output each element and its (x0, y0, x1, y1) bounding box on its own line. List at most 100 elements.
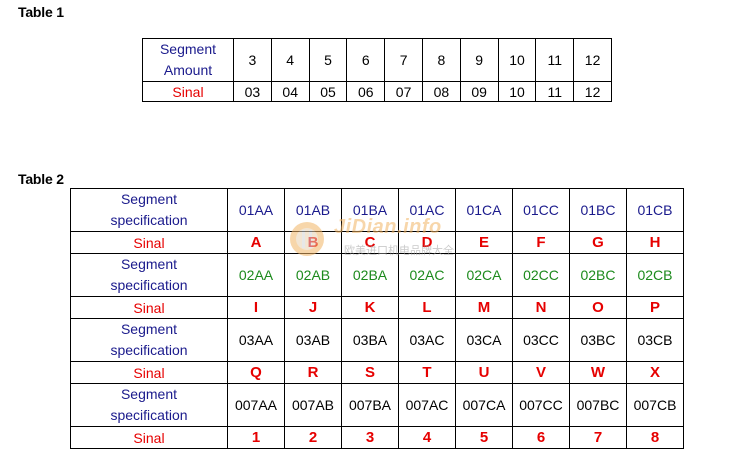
table-cell: 11 (535, 81, 575, 102)
table-cell: H (626, 231, 684, 254)
table-row: Segment specification 01AA 01AB 01BA 01AC… (70, 188, 684, 232)
table-row: Segment specification 007AA 007AB 007BA 0… (70, 383, 684, 427)
segment-amount-table: Segment Amount 3 4 5 6 7 8 9 10 11 12 Si… (142, 38, 612, 102)
sinal-header: Sinal (70, 231, 228, 254)
table-cell: 02AB (284, 253, 342, 297)
table-cell: 01CB (626, 188, 684, 232)
table-cell: 7 (569, 426, 627, 449)
segment-specification-header: Segment specification (70, 188, 228, 232)
table-cell: 07 (384, 81, 423, 102)
table-cell: 12 (573, 38, 612, 82)
table-cell: 6 (346, 38, 386, 82)
table-cell: 02AA (227, 253, 285, 297)
table-cell: C (341, 231, 399, 254)
table-cell: J (284, 296, 342, 319)
table-cell: 4 (398, 426, 456, 449)
table2-caption: Table 2 (18, 171, 64, 187)
segment-specification-header: Segment specification (70, 383, 228, 427)
table-cell: 8 (421, 38, 461, 82)
table-cell: 08 (421, 81, 461, 102)
table-cell: S (341, 361, 399, 384)
table-cell: F (512, 231, 570, 254)
table-cell: 01BC (569, 188, 627, 232)
table-row: Sinal I J K L M N O P (70, 296, 684, 319)
header-line: specification (110, 277, 188, 293)
table-cell: 03BC (569, 318, 627, 362)
table-cell: 007AC (398, 383, 456, 427)
table1-caption: Table 1 (18, 4, 64, 20)
table-cell: E (455, 231, 513, 254)
table-row: Segment specification 02AA 02AB 02BA 02AC… (70, 253, 684, 297)
table-row: Sinal Q R S T U V W X (70, 361, 684, 384)
header-line: Segment (120, 321, 178, 337)
segment-amount-header: Segment Amount (142, 38, 234, 82)
table-cell: 007CC (512, 383, 570, 427)
table-row: Sinal 03 04 05 06 07 08 09 10 11 12 (142, 81, 612, 102)
table-cell: 03AA (227, 318, 285, 362)
table-cell: K (341, 296, 399, 319)
sinal-header: Sinal (70, 361, 228, 384)
table-cell: L (398, 296, 456, 319)
table-cell: 007AA (227, 383, 285, 427)
header-line: Segment (120, 386, 178, 402)
sinal-header: Sinal (142, 81, 234, 102)
table-cell: 01AB (284, 188, 342, 232)
table-cell: 007AB (284, 383, 342, 427)
table-cell: U (455, 361, 513, 384)
table-cell: 7 (384, 38, 423, 82)
table-cell: G (569, 231, 627, 254)
table-cell: R (284, 361, 342, 384)
table-cell: 12 (573, 81, 612, 102)
table-cell: 06 (346, 81, 386, 102)
table-cell: 03CB (626, 318, 684, 362)
table-cell: 03CC (512, 318, 570, 362)
table-cell: 4 (270, 38, 310, 82)
table-cell: 02BA (341, 253, 399, 297)
table-cell: D (398, 231, 456, 254)
table-cell: 2 (284, 426, 342, 449)
table-cell: 01CC (512, 188, 570, 232)
table-cell: 007BA (341, 383, 399, 427)
table-cell: A (227, 231, 285, 254)
table-cell: 01AC (398, 188, 456, 232)
segment-specification-table: Segment specification 01AA 01AB 01BA 01AC… (70, 188, 684, 449)
table-cell: 007CB (626, 383, 684, 427)
table-cell: 02CB (626, 253, 684, 297)
table-cell: 04 (270, 81, 310, 102)
table-cell: 007BC (569, 383, 627, 427)
table-cell: 8 (626, 426, 684, 449)
header-line: Segment (120, 191, 178, 207)
table-cell: Q (227, 361, 285, 384)
header-line: Amount (163, 62, 213, 78)
table-row: Segment specification 03AA 03AB 03BA 03AC… (70, 318, 684, 362)
header-line: Segment (159, 41, 217, 57)
table-cell: 03 (233, 81, 272, 102)
header-line: specification (110, 407, 188, 423)
table-cell: M (455, 296, 513, 319)
table-cell: 03CA (455, 318, 513, 362)
table-cell: 05 (308, 81, 348, 102)
table-cell: 3 (233, 38, 272, 82)
header-line: specification (110, 212, 188, 228)
table-row: Segment Amount 3 4 5 6 7 8 9 10 11 12 (142, 38, 612, 82)
table-cell: 1 (227, 426, 285, 449)
table-cell: 11 (535, 38, 575, 82)
header-line: specification (110, 342, 188, 358)
table-cell: T (398, 361, 456, 384)
table-cell: 02AC (398, 253, 456, 297)
table-cell: 5 (455, 426, 513, 449)
table-cell: 02BC (569, 253, 627, 297)
table-cell: 10 (497, 38, 537, 82)
table-cell: B (284, 231, 342, 254)
table-cell: 9 (459, 38, 499, 82)
table-cell: 03AB (284, 318, 342, 362)
table-cell: 02CA (455, 253, 513, 297)
header-line: Segment (120, 256, 178, 272)
table-cell: 01BA (341, 188, 399, 232)
table-cell: 01CA (455, 188, 513, 232)
table-cell: 09 (459, 81, 499, 102)
table-cell: P (626, 296, 684, 319)
table-cell: 5 (308, 38, 348, 82)
table-row: Sinal 1 2 3 4 5 6 7 8 (70, 426, 684, 449)
table-cell: I (227, 296, 285, 319)
